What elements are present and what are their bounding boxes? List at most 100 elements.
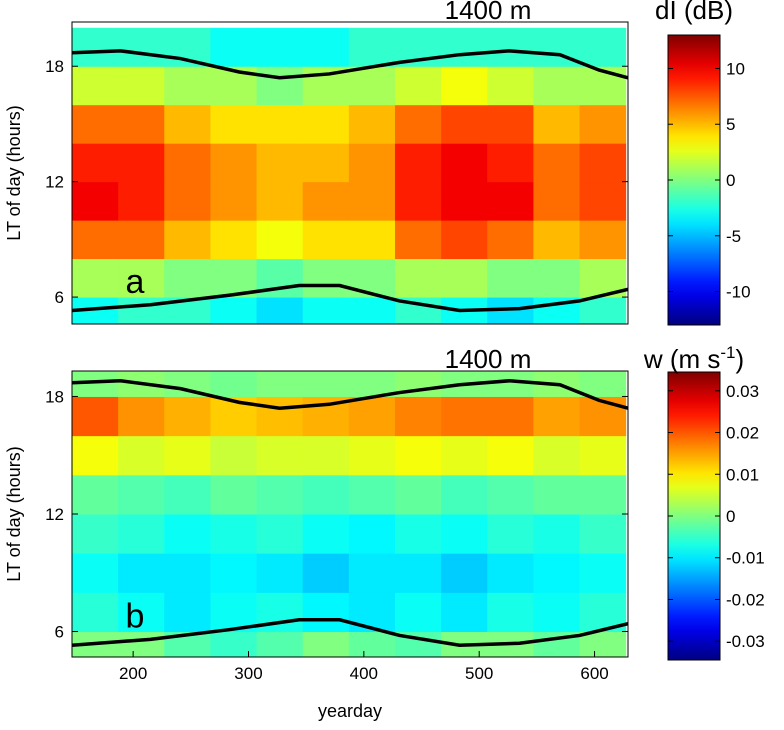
heatmap-cell bbox=[210, 553, 258, 593]
heatmap-cell bbox=[302, 514, 350, 554]
heatmap-cell bbox=[348, 371, 396, 397]
heatmap-cell bbox=[210, 27, 258, 67]
heatmap-cell bbox=[164, 220, 211, 260]
heatmap-cell bbox=[164, 474, 211, 515]
heatmap-cell bbox=[164, 66, 211, 106]
heatmap-cell bbox=[441, 66, 488, 106]
heatmap-cell bbox=[394, 396, 442, 437]
heatmap-cell bbox=[394, 474, 442, 515]
heatmap-cell bbox=[256, 371, 304, 397]
y-axis-label: LT of day (hours) bbox=[4, 105, 24, 240]
heatmap-cell bbox=[441, 258, 488, 298]
heatmap-cell bbox=[256, 553, 304, 593]
heatmap-cell bbox=[118, 396, 165, 437]
heatmap-cell bbox=[348, 396, 396, 437]
heatmap-cell bbox=[164, 553, 211, 593]
heatmap-cell bbox=[164, 258, 211, 298]
heatmap-cell bbox=[118, 66, 165, 106]
heatmap-cell bbox=[348, 27, 396, 67]
heatmap-cell bbox=[533, 181, 581, 221]
heatmap-cell bbox=[348, 104, 396, 144]
x-tick-label: 200 bbox=[119, 664, 147, 683]
heatmap-cell bbox=[164, 181, 211, 221]
heatmap-cell bbox=[118, 297, 165, 324]
heatmap-cell bbox=[256, 396, 304, 437]
heatmap-cell bbox=[533, 514, 581, 554]
curve bbox=[72, 49, 628, 80]
axes-frame bbox=[71, 21, 629, 325]
heatmap-cell bbox=[302, 435, 350, 476]
heatmap-cell bbox=[210, 514, 258, 554]
heatmap-cell bbox=[487, 181, 534, 221]
heatmap-cell bbox=[118, 181, 165, 221]
heatmap-cell bbox=[533, 474, 581, 515]
label-text: w (m s bbox=[643, 344, 721, 374]
panel-title: 1400 m bbox=[445, 0, 532, 25]
heatmap-cell bbox=[256, 66, 304, 106]
heatmap-cell bbox=[441, 435, 488, 476]
heatmap-cell bbox=[118, 592, 165, 633]
heatmap-cell bbox=[348, 181, 396, 221]
plot-area bbox=[72, 27, 628, 324]
heatmap-cell bbox=[72, 474, 119, 515]
colorbar-tick-label: 5 bbox=[726, 115, 735, 134]
heatmap-cell bbox=[302, 220, 350, 260]
y-tick-label: 18 bbox=[45, 57, 64, 76]
heatmap-cell bbox=[164, 435, 211, 476]
x-tick-label: 400 bbox=[350, 664, 378, 683]
colorbar bbox=[667, 371, 721, 661]
heatmap-cell bbox=[210, 297, 258, 324]
heatmap-cell bbox=[579, 220, 627, 260]
heatmap-cell bbox=[487, 104, 534, 144]
heatmap-cell bbox=[441, 553, 488, 593]
heatmap-cell bbox=[118, 631, 165, 657]
heatmap-cell bbox=[487, 143, 534, 183]
heatmap-cell bbox=[487, 435, 534, 476]
heatmap-cell bbox=[487, 297, 534, 324]
heatmap-cell bbox=[72, 258, 119, 298]
heatmap-cell bbox=[394, 143, 442, 183]
heatmap-cell bbox=[533, 104, 581, 144]
heatmap-cell bbox=[441, 396, 488, 437]
heatmap-cell bbox=[256, 514, 304, 554]
heatmap-cell bbox=[302, 104, 350, 144]
heatmap-cell bbox=[348, 631, 396, 657]
heatmap-cell bbox=[118, 104, 165, 144]
heatmap-cell bbox=[348, 435, 396, 476]
heatmap-cell bbox=[348, 514, 396, 554]
heatmap-cell bbox=[487, 66, 534, 106]
heatmap-cell bbox=[487, 514, 534, 554]
heatmap-cell bbox=[164, 143, 211, 183]
heatmap-cell bbox=[72, 66, 119, 106]
panel-letter: a bbox=[126, 263, 145, 301]
heatmap-cell bbox=[72, 631, 119, 657]
heatmap-cell bbox=[348, 474, 396, 515]
heatmap-cell bbox=[210, 143, 258, 183]
colorbar-tick-label: 0 bbox=[726, 507, 735, 526]
heatmap-cell bbox=[302, 181, 350, 221]
heatmap-cell bbox=[487, 553, 534, 593]
heatmap-cell bbox=[533, 396, 581, 437]
colorbar-tick-label: -5 bbox=[726, 227, 741, 246]
heatmap-cell bbox=[441, 297, 488, 324]
heatmap-cell bbox=[164, 104, 211, 144]
heatmap-cell bbox=[118, 371, 165, 397]
heatmap-cell bbox=[487, 27, 534, 67]
heatmap-cell bbox=[441, 220, 488, 260]
heatmap-cell bbox=[164, 396, 211, 437]
heatmap-cell bbox=[118, 474, 165, 515]
heatmap-cell bbox=[533, 592, 581, 633]
heatmap-cell bbox=[72, 371, 119, 397]
heatmap-cell bbox=[348, 220, 396, 260]
colorbar-label: w (m s-1) bbox=[643, 343, 744, 374]
heatmap-cell bbox=[72, 104, 119, 144]
heatmap-cell bbox=[72, 435, 119, 476]
heatmap-cell bbox=[302, 553, 350, 593]
panel-letter: b bbox=[126, 598, 145, 636]
heatmap-cell bbox=[210, 181, 258, 221]
heatmap-cell bbox=[118, 27, 165, 67]
heatmap-cell bbox=[394, 181, 442, 221]
colorbar-tick-label: 0.01 bbox=[726, 465, 759, 484]
heatmap-cell bbox=[394, 592, 442, 633]
